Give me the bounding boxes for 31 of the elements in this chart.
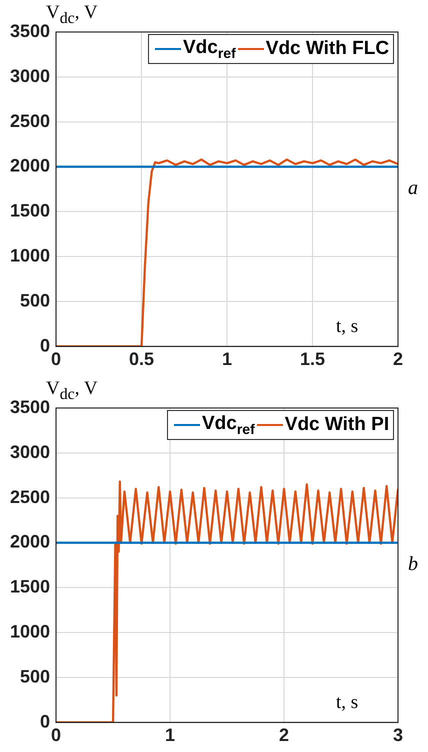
x-axis-title: t, s — [336, 316, 358, 338]
y-tick-label: 3000 — [10, 442, 50, 462]
y-tick-label: 2500 — [10, 486, 50, 507]
y-tick-label: 1500 — [10, 576, 50, 597]
y-tick-label: 1500 — [10, 200, 50, 221]
y-tick-label: 0 — [40, 711, 50, 732]
text: b — [408, 553, 418, 576]
y-tick-label: 500 — [20, 290, 50, 310]
y-tick-label: 3500 — [10, 20, 50, 41]
legend-label: Vdc$_{ref}$ — [202, 413, 255, 437]
y-tick-label: 2500 — [10, 110, 50, 131]
x-tick-label: 2 — [279, 725, 290, 746]
y-tick-label: 3500 — [10, 396, 50, 417]
y-tick-label: 2000 — [10, 532, 50, 552]
text: a — [408, 177, 418, 200]
x-tick-label: 3 — [392, 725, 404, 746]
y-tick-label: 2000 — [10, 156, 50, 176]
y-tick-label: 1000 — [10, 622, 50, 642]
x-tick-label: 1 — [165, 725, 176, 746]
legend-label: Vdc With PI — [284, 414, 390, 436]
y-tick-label: 0 — [40, 335, 50, 356]
y-tick-label: 1000 — [10, 246, 50, 266]
y-tick-label: 500 — [20, 666, 50, 686]
legend-label: Vdc$_{ref}$ — [183, 37, 236, 61]
x-tick-label: 2 — [392, 349, 404, 370]
y-tick-label: 3000 — [10, 66, 50, 86]
x-tick-label: 0.5 — [129, 349, 154, 370]
x-tick-label: 1 — [222, 349, 232, 370]
x-tick-label: 1.5 — [300, 349, 326, 370]
legend-label: Vdc With FLC — [266, 38, 390, 60]
x-axis-title: t, s — [336, 692, 358, 714]
